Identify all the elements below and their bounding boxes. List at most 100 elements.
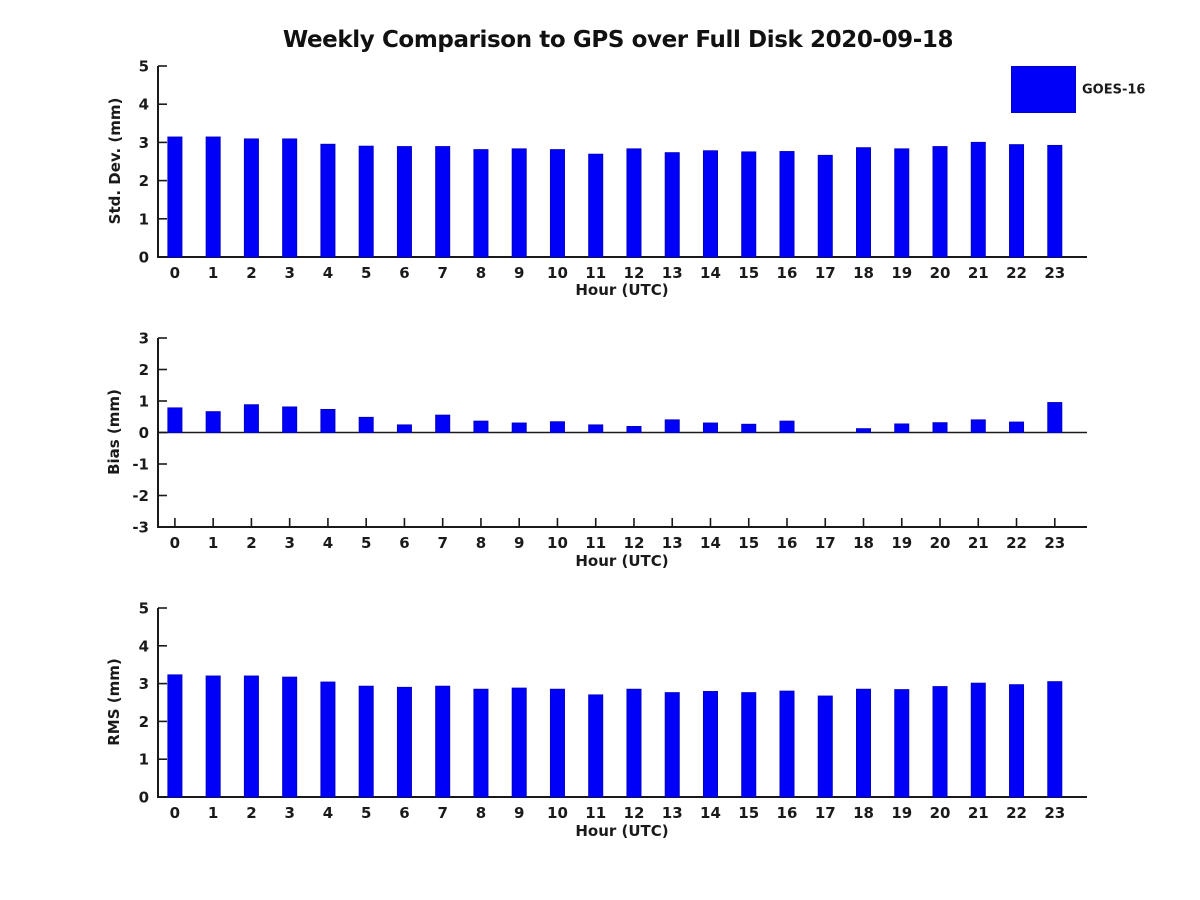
x-tick-label: 13 — [662, 264, 683, 282]
bar-hour-8 — [473, 149, 489, 258]
bar-hour-18 — [856, 147, 872, 258]
x-tick-label: 22 — [1006, 804, 1027, 822]
x-tick-label: 8 — [476, 264, 486, 282]
x-tick-label: 22 — [1006, 534, 1027, 552]
x-tick-label: 8 — [476, 804, 486, 822]
bar-hour-5 — [358, 145, 374, 258]
y-tick-label: -2 — [132, 487, 149, 505]
x-tick-label: 7 — [437, 804, 447, 822]
bar-hour-16 — [779, 420, 795, 434]
x-tick-label: 19 — [891, 804, 912, 822]
bar-hour-3 — [282, 138, 298, 258]
x-tick-label: 16 — [777, 804, 798, 822]
x-tick-label: 20 — [930, 264, 951, 282]
x-tick-label: 12 — [624, 804, 645, 822]
y-tick-label: 2 — [139, 172, 149, 190]
bar-hour-22 — [1009, 684, 1025, 798]
bar-hour-16 — [779, 151, 795, 258]
bar-hour-3 — [282, 406, 298, 433]
y-tick-label: 4 — [139, 637, 149, 655]
bar-hour-21 — [970, 682, 986, 798]
y-tick-label: 0 — [139, 249, 149, 267]
x-axis-label-hour-utc-3: Hour (UTC) — [575, 822, 669, 840]
bar-hour-19 — [894, 689, 910, 798]
figure-title: Weekly Comparison to GPS over Full Disk … — [282, 27, 954, 53]
x-tick-label: 0 — [170, 534, 180, 552]
y-tick-label: 1 — [139, 393, 149, 411]
x-axis-label-hour-utc-2: Hour (UTC) — [575, 552, 669, 570]
bar-hour-23 — [1047, 144, 1063, 258]
x-tick-label: 10 — [547, 534, 568, 552]
bar-hour-15 — [741, 692, 757, 798]
bar-hour-6 — [396, 686, 412, 798]
x-tick-label: 22 — [1006, 264, 1027, 282]
x-tick-label: 4 — [323, 804, 333, 822]
x-tick-label: 0 — [170, 804, 180, 822]
bar-hour-8 — [473, 688, 489, 798]
x-tick-label: 15 — [738, 534, 759, 552]
bar-hour-17 — [817, 154, 833, 258]
bar-hour-7 — [435, 414, 451, 434]
y-tick-label: 5 — [139, 600, 149, 618]
x-tick-label: 14 — [700, 264, 721, 282]
x-tick-label: 9 — [514, 804, 524, 822]
x-axis-label-hour-utc-1: Hour (UTC) — [575, 281, 669, 299]
bar-hour-20 — [932, 686, 948, 798]
bar-hour-7 — [435, 146, 451, 258]
bar-hour-5 — [358, 416, 374, 433]
x-tick-label: 18 — [853, 804, 874, 822]
x-tick-label: 21 — [968, 264, 989, 282]
bar-hour-11 — [588, 694, 604, 798]
x-tick-label: 17 — [815, 804, 836, 822]
y-tick-label: 4 — [139, 96, 149, 114]
y-tick-label: 0 — [139, 789, 149, 807]
y-tick-label: 5 — [139, 58, 149, 76]
x-tick-label: 15 — [738, 264, 759, 282]
bar-hour-20 — [932, 146, 948, 258]
bar-hour-16 — [779, 690, 795, 798]
x-tick-label: 7 — [437, 264, 447, 282]
y-tick-label: 3 — [139, 675, 149, 693]
x-tick-label: 11 — [585, 264, 606, 282]
x-tick-label: 20 — [930, 804, 951, 822]
bar-hour-1 — [205, 136, 221, 258]
bar-hour-10 — [549, 421, 565, 434]
x-tick-label: 6 — [399, 804, 409, 822]
bar-hour-22 — [1009, 421, 1025, 434]
y-tick-label: -1 — [132, 456, 149, 474]
x-tick-label: 4 — [323, 534, 333, 552]
x-tick-label: 0 — [170, 264, 180, 282]
bar-hour-19 — [894, 423, 910, 434]
x-tick-label: 3 — [284, 264, 294, 282]
bar-hour-12 — [626, 426, 642, 433]
x-tick-label: 10 — [547, 264, 568, 282]
x-tick-label: 14 — [700, 534, 721, 552]
bar-hour-11 — [588, 424, 604, 434]
x-tick-label: 2 — [246, 534, 256, 552]
y-tick-label: -3 — [132, 519, 149, 537]
x-tick-label: 18 — [853, 264, 874, 282]
bar-hour-21 — [970, 419, 986, 434]
legend-swatch-icon — [1011, 66, 1076, 113]
x-tick-label: 23 — [1044, 804, 1065, 822]
x-tick-label: 1 — [208, 264, 218, 282]
bar-hour-0 — [167, 136, 183, 258]
bar-hour-3 — [282, 676, 298, 798]
x-tick-label: 21 — [968, 534, 989, 552]
x-tick-label: 5 — [361, 264, 371, 282]
x-tick-label: 16 — [777, 264, 798, 282]
x-tick-label: 2 — [246, 264, 256, 282]
x-tick-label: 11 — [585, 534, 606, 552]
bar-hour-2 — [243, 675, 259, 798]
x-tick-label: 8 — [476, 534, 486, 552]
x-tick-label: 19 — [891, 534, 912, 552]
bar-hour-13 — [664, 692, 680, 798]
y-tick-label: 1 — [139, 751, 149, 769]
x-tick-label: 12 — [624, 534, 645, 552]
y-tick-label: 2 — [139, 713, 149, 731]
bar-hour-15 — [741, 151, 757, 258]
legend-label: GOES-16 — [1082, 82, 1146, 97]
y-tick-label: 1 — [139, 210, 149, 228]
